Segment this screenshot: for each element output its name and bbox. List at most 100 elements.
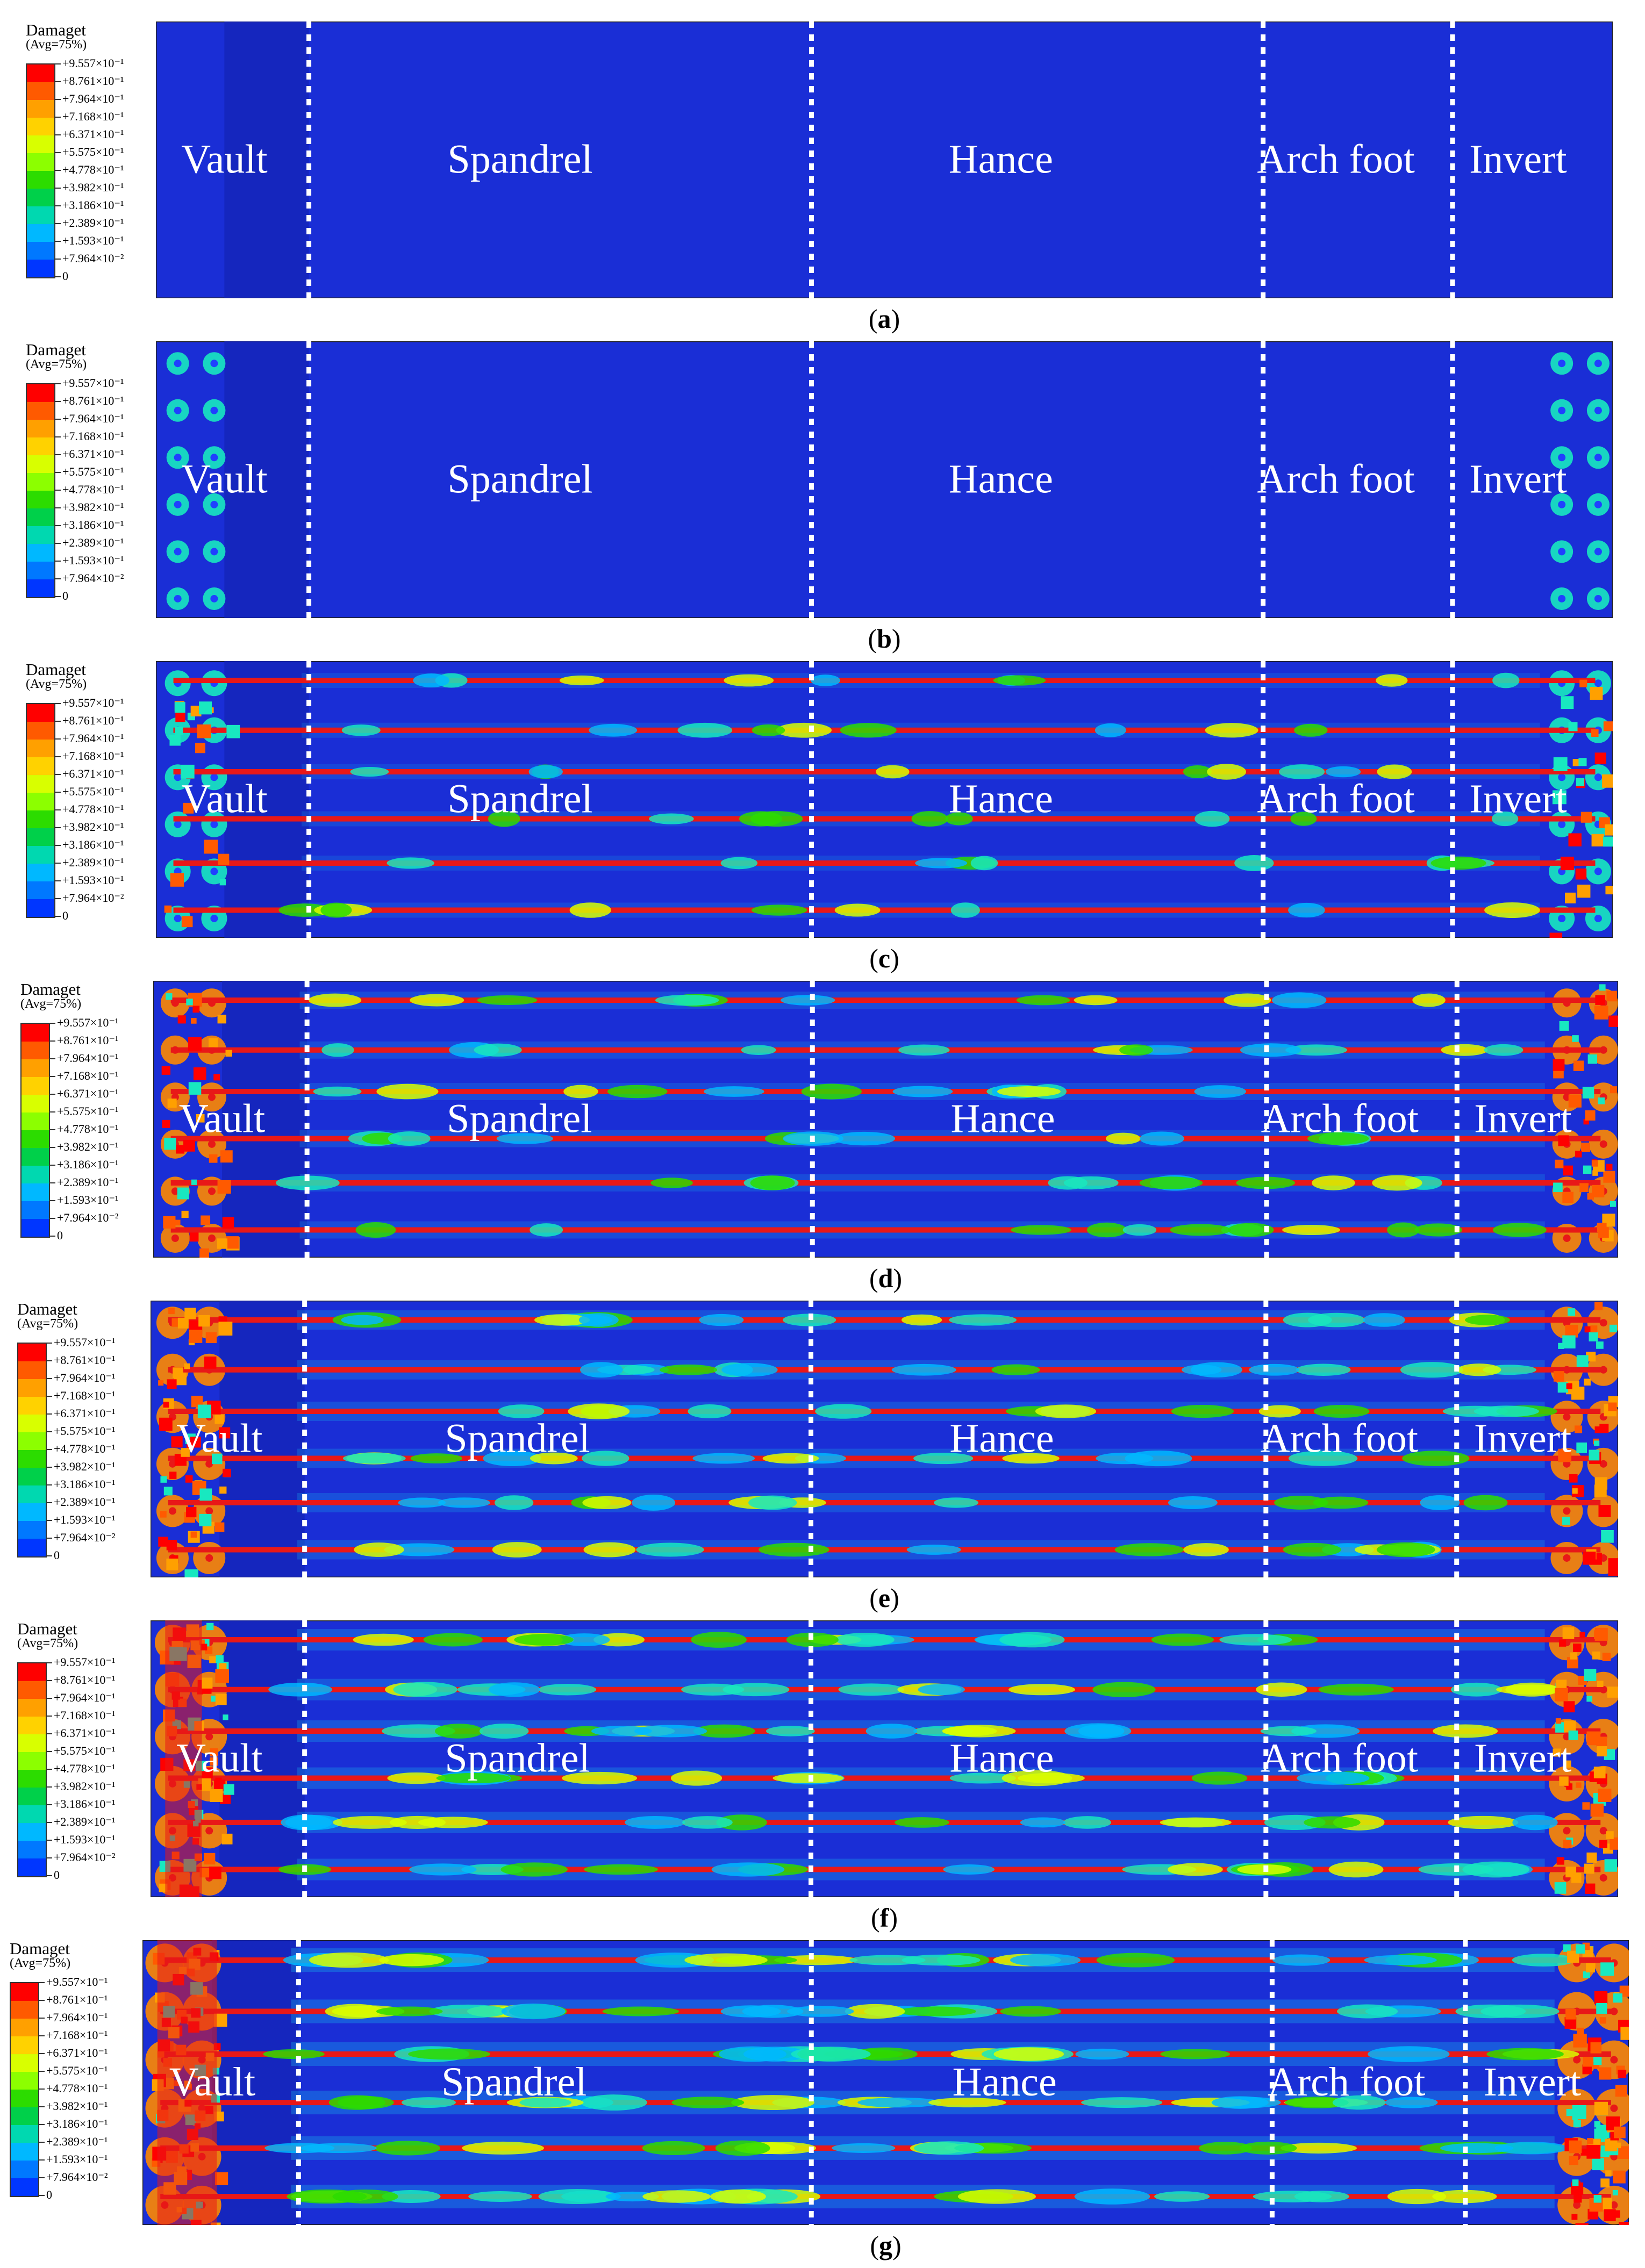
- edge-damage-cell: [222, 1217, 234, 1229]
- damage-blob: [1505, 1682, 1558, 1697]
- edge-damage-cell: [214, 1522, 225, 1532]
- region-label: Spandrel: [445, 1416, 590, 1461]
- edge-damage-cell: [166, 1559, 178, 1570]
- legend-tick: [39, 2195, 45, 2196]
- damage-blob: [866, 1724, 917, 1739]
- legend-averaging: (Avg=75%): [26, 677, 87, 691]
- vault-band: [224, 21, 309, 298]
- legend-label: +3.982×10⁻¹: [54, 1779, 116, 1793]
- legend-swatch: [27, 455, 54, 473]
- edge-damage-cell: [1592, 1170, 1598, 1176]
- legend-label: 0: [57, 1229, 63, 1242]
- damage-blob: [1199, 2142, 1252, 2155]
- legend-label: +9.557×10⁻¹: [54, 1655, 116, 1669]
- edge-damage-cell: [223, 1468, 231, 1477]
- legend-label: +5.575×10⁻¹: [62, 145, 124, 159]
- legend-label: +3.982×10⁻¹: [46, 2099, 108, 2113]
- legend-tick: [47, 1484, 52, 1485]
- legend-label: +1.593×10⁻¹: [54, 1833, 116, 1846]
- bolt-core: [1573, 2201, 1581, 2209]
- damage-blob: [999, 1632, 1065, 1648]
- edge-damage-cell: [211, 1696, 217, 1702]
- edge-damage-cell: [1564, 2017, 1577, 2029]
- edge-damage-cell: [219, 1663, 227, 1671]
- edge-damage-cell: [1599, 2067, 1612, 2080]
- edge-damage-cell: [210, 1748, 218, 1757]
- damage-blob: [528, 765, 563, 779]
- edge-damage-cell: [1597, 1681, 1604, 1688]
- edge-damage-cell: [1558, 1343, 1564, 1349]
- damage-blob: [671, 2097, 745, 2108]
- edge-damage-cell: [181, 916, 193, 928]
- legend-label: +1.593×10⁻¹: [62, 234, 124, 247]
- edge-damage-cell: [1557, 1382, 1568, 1393]
- region-label: Hance: [949, 1736, 1054, 1781]
- damage-blob: [1182, 1365, 1222, 1375]
- damage-blob: [1205, 723, 1258, 738]
- legend-swatch: [11, 2001, 38, 2019]
- bolt-core: [1563, 1827, 1571, 1835]
- bolt-core: [174, 548, 182, 556]
- edge-damage-cell: [182, 769, 189, 776]
- damage-blob: [1441, 1044, 1488, 1056]
- damage-blob: [1492, 672, 1520, 688]
- legend-label: +7.964×10⁻¹: [54, 1371, 116, 1384]
- vault-band: [219, 1620, 305, 1897]
- panel-caption: (e): [831, 1583, 938, 1613]
- legend-tick: [55, 188, 61, 189]
- bolt-core: [210, 406, 218, 414]
- edge-damage-cell: [1606, 1831, 1614, 1839]
- bolt-core: [1610, 2104, 1618, 2112]
- damage-blob: [1170, 1224, 1231, 1236]
- damage-blob: [530, 1452, 578, 1465]
- legend-label: +2.389×10⁻¹: [54, 1815, 116, 1828]
- edge-damage-cell: [210, 1789, 223, 1803]
- edge-damage-cell: [1577, 884, 1591, 898]
- edge-damage-cell: [1615, 2085, 1627, 2097]
- legend-label: +6.371×10⁻¹: [62, 127, 124, 141]
- edge-damage-cell: [1608, 1402, 1617, 1411]
- edge-damage-cell: [215, 1669, 230, 1683]
- damage-contour-plot: Vault Spandrel Hance Arch foot Invert: [153, 981, 1618, 1258]
- edge-damage-cell: [1587, 2138, 1593, 2144]
- edge-damage-cell: [1575, 2223, 1589, 2225]
- damage-blob: [1385, 2097, 1438, 2108]
- legend-swatch: [27, 402, 54, 420]
- legend-swatch: [11, 2036, 38, 2054]
- damage-blob: [891, 1363, 956, 1376]
- legend-tick: [55, 756, 61, 757]
- edge-damage-cell: [1576, 1944, 1585, 1954]
- damage-blob: [840, 723, 897, 738]
- region-label: Spandrel: [447, 1096, 592, 1142]
- edge-damage-cell: [174, 1372, 187, 1386]
- legend-tick: [50, 1147, 55, 1148]
- edge-damage-cell: [177, 1015, 186, 1024]
- legend-swatch: [18, 1468, 46, 1485]
- damage-blob: [1009, 1684, 1076, 1696]
- damage-blob: [833, 1131, 896, 1146]
- edge-damage-cell: [1592, 1185, 1605, 1197]
- bolt-core: [208, 1140, 216, 1148]
- legend-label: +7.964×10⁻²: [54, 1850, 116, 1864]
- edge-damage-cell: [1575, 869, 1587, 880]
- edge-damage-cell: [1590, 687, 1603, 700]
- edge-damage-cell: [1583, 1165, 1592, 1174]
- legend-swatch: [18, 1539, 46, 1556]
- legend-swatch: [27, 420, 54, 437]
- edge-damage-cell: [204, 1357, 217, 1369]
- edge-damage-cell: [1586, 2144, 1601, 2159]
- edge-damage-cell: [1590, 1803, 1604, 1817]
- edge-damage-cell: [209, 1867, 221, 1879]
- damage-blob: [591, 1726, 652, 1736]
- legend-swatch: [22, 1148, 49, 1166]
- edge-damage-cell: [217, 1014, 226, 1024]
- damage-contour-plot: Vault Spandrel Hance Arch foot Invert: [151, 1620, 1618, 1897]
- crack-line: [170, 997, 1601, 1003]
- edge-damage-cell: [1553, 1748, 1561, 1757]
- damage-blob: [1191, 1771, 1248, 1785]
- damage-blob: [693, 1724, 755, 1738]
- damage-blob: [776, 722, 832, 738]
- edge-damage-cell: [1565, 2009, 1576, 2020]
- damage-blob: [942, 1725, 1016, 1738]
- edge-damage-cell: [208, 1038, 218, 1047]
